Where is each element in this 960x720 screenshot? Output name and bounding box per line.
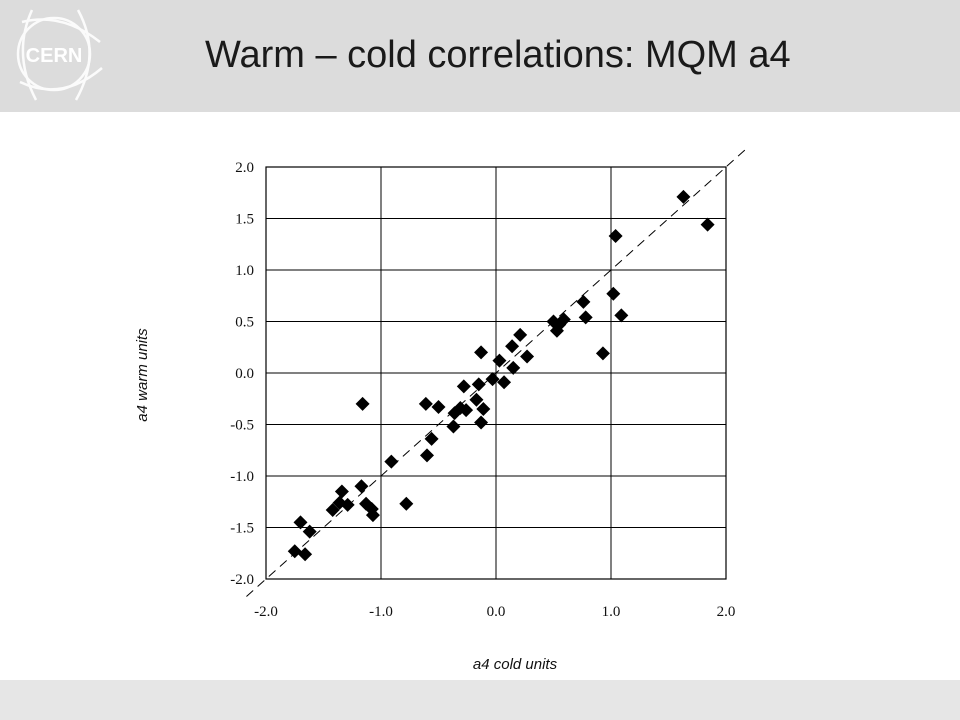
slide-footer — [0, 680, 960, 720]
data-points — [287, 189, 715, 562]
data-point — [459, 403, 474, 418]
y-tick-label: -0.5 — [230, 418, 254, 434]
data-point — [384, 454, 399, 469]
reference-line — [246, 149, 746, 597]
x-axis-label: a4 cold units — [473, 656, 558, 673]
data-point — [614, 308, 629, 323]
data-point — [424, 431, 439, 446]
data-point — [474, 415, 489, 430]
plot-border — [265, 166, 727, 580]
data-point — [506, 360, 521, 375]
data-point — [365, 508, 380, 523]
data-point — [293, 515, 308, 530]
y-tick-label: 0.5 — [235, 315, 254, 331]
cern-logo: CERN — [16, 9, 103, 101]
data-point — [334, 484, 349, 499]
data-point — [325, 502, 340, 517]
y-axis-label: a4 warm units — [134, 328, 151, 422]
x-tick-label: -2.0 — [254, 604, 278, 620]
data-point — [608, 229, 623, 244]
y-tick-label: 0.0 — [235, 366, 254, 382]
data-point — [469, 392, 484, 407]
data-point — [474, 345, 489, 360]
x-tick-label: 0.0 — [487, 604, 506, 620]
data-point — [302, 524, 317, 539]
data-point — [399, 496, 414, 511]
data-point — [340, 497, 355, 512]
data-point — [700, 217, 715, 232]
data-point — [578, 310, 593, 325]
data-point — [298, 547, 313, 562]
y-tick-label: 1.0 — [235, 263, 254, 279]
data-point — [431, 399, 446, 414]
scatter-chart: -2.0 -1.0 0.0 1.0 2.0 2.0 1.5 1.0 0.5 0.0 -0.5 -1.… — [134, 149, 746, 673]
x-tick-label: -1.0 — [369, 604, 393, 620]
data-point — [354, 479, 369, 494]
data-point — [595, 346, 610, 361]
y-tick-label: 2.0 — [235, 160, 254, 176]
data-point — [287, 544, 302, 559]
plot-frame — [265, 166, 727, 580]
data-point — [505, 339, 520, 354]
y-tick-label: 1.5 — [235, 212, 254, 228]
data-point — [606, 286, 621, 301]
y-tick-label: -1.0 — [230, 469, 254, 485]
y-tick-labels: 2.0 1.5 1.0 0.5 0.0 -0.5 -1.0 -1.5 -2.0 — [230, 160, 254, 588]
data-point — [456, 379, 471, 394]
slide-title: Warm – cold correlations: MQM a4 — [205, 34, 791, 76]
data-point — [492, 353, 507, 368]
identity-line — [246, 149, 746, 597]
slide-header: CERN Warm – cold correlations: MQM a4 — [0, 0, 960, 112]
x-tick-label: 1.0 — [602, 604, 621, 620]
data-point — [476, 402, 491, 417]
data-point — [576, 294, 591, 309]
y-tick-label: -2.0 — [230, 572, 254, 588]
data-point — [446, 419, 461, 434]
data-point — [485, 372, 500, 387]
data-point — [420, 448, 434, 463]
data-point — [418, 396, 433, 411]
data-point — [471, 377, 486, 392]
svg-text:CERN: CERN — [26, 45, 83, 67]
data-point — [676, 189, 691, 204]
data-point — [556, 312, 571, 327]
x-tick-label: 2.0 — [717, 604, 736, 620]
data-point — [520, 349, 535, 364]
data-point — [497, 375, 512, 390]
data-point — [355, 396, 370, 411]
x-tick-labels: -2.0 -1.0 0.0 1.0 2.0 — [254, 604, 735, 620]
y-tick-label: -1.5 — [230, 521, 254, 537]
data-point — [513, 327, 528, 342]
